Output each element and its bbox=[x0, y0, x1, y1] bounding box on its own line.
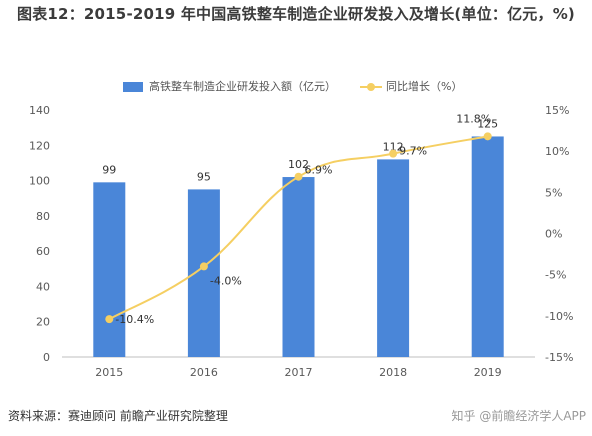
y-left-tick-label: 0 bbox=[43, 351, 50, 364]
bar-value-label: 102 bbox=[288, 158, 309, 171]
legend-bar-label: 高铁整车制造企业研发投入额（亿元） bbox=[149, 80, 336, 93]
legend: 高铁整车制造企业研发投入额（亿元） 同比增长（%） bbox=[0, 79, 592, 95]
x-tick-label: 2018 bbox=[379, 366, 407, 379]
bar-value-label: 112 bbox=[383, 140, 404, 153]
line-value-label: 11.8% bbox=[456, 112, 491, 125]
y-left-tick-label: 20 bbox=[36, 316, 50, 329]
bar-value-label: 125 bbox=[477, 117, 498, 130]
y-right-tick-label: 0% bbox=[545, 228, 562, 241]
corner-watermark: 知乎 @前瞻经济学人APP bbox=[451, 409, 587, 423]
y-left-tick-label: 140 bbox=[29, 104, 50, 117]
y-left-tick-label: 80 bbox=[36, 210, 50, 223]
source-note: 资料来源：赛迪顾问 前瞻产业研究院整理 bbox=[8, 409, 228, 423]
growth-point bbox=[294, 172, 303, 181]
y-right-tick-label: 5% bbox=[545, 186, 562, 199]
legend-dot-swatch bbox=[367, 83, 375, 91]
line-value-label: 6.9% bbox=[305, 164, 333, 177]
bar bbox=[377, 159, 410, 357]
y-right-tick-label: -15% bbox=[545, 351, 573, 364]
y-left-tick-label: 60 bbox=[36, 245, 50, 258]
legend-line-label: 同比增长（%） bbox=[386, 80, 463, 93]
y-right-tick-label: -10% bbox=[545, 310, 573, 323]
legend-bar-swatch bbox=[123, 82, 143, 92]
line-value-label: -4.0% bbox=[210, 274, 242, 287]
y-left-tick-label: 40 bbox=[36, 280, 50, 293]
line-value-label: 9.7% bbox=[399, 145, 427, 158]
chart-title: 图表12：2015-2019 年中国高铁整车制造企业研发投入及增长(单位：亿元，… bbox=[17, 5, 575, 23]
x-tick-label: 2017 bbox=[285, 366, 313, 379]
y-right-tick-label: 10% bbox=[545, 145, 569, 158]
growth-point bbox=[105, 315, 114, 324]
y-left-tick-label: 100 bbox=[29, 175, 50, 188]
growth-point bbox=[389, 149, 398, 158]
growth-point bbox=[483, 132, 492, 141]
y-right-tick-label: -5% bbox=[545, 269, 566, 282]
bar bbox=[93, 182, 126, 357]
x-tick-label: 2019 bbox=[474, 366, 502, 379]
growth-point bbox=[199, 262, 208, 271]
bar-value-label: 95 bbox=[197, 170, 211, 183]
x-tick-label: 2015 bbox=[95, 366, 123, 379]
y-right-tick-label: 15% bbox=[545, 104, 569, 117]
bar bbox=[187, 189, 220, 357]
line-value-label: -10.4% bbox=[115, 313, 154, 326]
y-left-tick-label: 120 bbox=[29, 139, 50, 152]
bar bbox=[282, 177, 315, 357]
bar-value-label: 99 bbox=[102, 163, 116, 176]
bar bbox=[471, 136, 504, 357]
x-tick-label: 2016 bbox=[190, 366, 218, 379]
